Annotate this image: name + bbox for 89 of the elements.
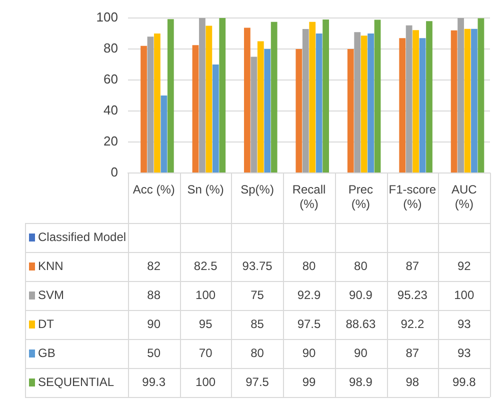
bar (316, 34, 322, 172)
legend-label: DT (38, 316, 55, 331)
bar (406, 25, 412, 172)
bar (154, 34, 160, 172)
x-tick-label: AUC (%) (451, 182, 478, 211)
data-label: 70 (198, 346, 213, 360)
bar (212, 64, 219, 172)
data-label: 93 (457, 316, 472, 331)
data-label: 90.9 (349, 288, 373, 302)
bar (347, 49, 354, 172)
bar (360, 36, 368, 172)
bar (192, 45, 199, 172)
data-label: 100 (196, 374, 216, 389)
bar (270, 22, 278, 172)
data-label: 95.23 (397, 288, 428, 302)
bar (206, 26, 212, 172)
bar (199, 18, 206, 172)
data-label: 92 (457, 258, 472, 273)
bar (374, 20, 381, 172)
data-label: 80 (354, 258, 368, 273)
bar (147, 36, 154, 172)
bar (471, 28, 478, 172)
bar (257, 41, 264, 172)
bar (250, 56, 258, 172)
data-label: 82 (147, 258, 161, 273)
data-label: 85 (250, 316, 264, 331)
bar (302, 29, 309, 172)
bar (354, 32, 361, 172)
bar (464, 28, 471, 172)
data-label: 80 (250, 346, 264, 360)
x-tick-label: F1-score (%) (388, 182, 436, 211)
data-label: 90 (147, 316, 161, 331)
legend-label: SEQUENTIAL (38, 374, 114, 389)
x-tick-label: Recall (%) (292, 182, 326, 211)
bar (478, 18, 484, 172)
data-label: 99 (302, 374, 316, 389)
bar (167, 19, 174, 172)
bar (219, 18, 226, 172)
bar (412, 30, 419, 172)
data-label: 95 (198, 316, 213, 331)
data-label: 100 (196, 288, 216, 302)
bar (419, 38, 426, 172)
y-tick-label: 40 (104, 102, 118, 118)
x-tick-label: Acc (%) (132, 182, 175, 197)
bar (160, 96, 168, 172)
data-label: 98.9 (349, 374, 373, 389)
data-label: 98 (406, 374, 420, 389)
bar (458, 18, 464, 172)
y-tick-label: 60 (104, 72, 118, 87)
data-label: 80 (302, 258, 316, 273)
x-tick-label: Sp(%) (240, 182, 274, 197)
data-label: 90 (354, 346, 368, 360)
legend-label: KNN (38, 258, 64, 273)
data-label: 92.2 (400, 316, 424, 331)
bar (296, 49, 302, 172)
y-tick-label: 0 (110, 164, 118, 180)
data-label: 97.5 (246, 374, 270, 389)
data-label: 97.5 (297, 316, 321, 331)
data-label: 93.75 (242, 258, 273, 273)
data-label: 92.9 (297, 288, 321, 302)
bar (322, 20, 329, 172)
x-tick-label: Sn (%) (187, 182, 224, 197)
bar (368, 34, 374, 172)
x-tick-label: Prec (%) (348, 182, 374, 211)
legend-label: Classified Model (38, 230, 126, 244)
bar (140, 46, 147, 172)
bar (264, 49, 271, 172)
bar (244, 28, 250, 172)
y-tick-label: 20 (104, 134, 118, 149)
legend-label: GB (38, 346, 56, 360)
data-label: 93 (457, 346, 472, 360)
data-label: 100 (454, 288, 474, 302)
data-label: 87 (406, 346, 420, 360)
y-tick-label: 80 (104, 40, 118, 56)
bar (426, 21, 432, 172)
bar (399, 38, 406, 172)
data-label: 99.8 (452, 374, 476, 389)
data-label: 88.63 (346, 316, 376, 331)
legend-label: SVM (38, 288, 64, 302)
bar (450, 30, 458, 172)
y-tick-label: 100 (96, 10, 118, 25)
bar (309, 22, 316, 172)
data-label: 90 (302, 346, 316, 360)
data-label: 99.3 (142, 374, 166, 389)
data-label: 87 (406, 258, 420, 273)
data-label: 82.5 (194, 258, 218, 273)
data-label: 88 (147, 288, 161, 302)
data-label: 75 (250, 288, 264, 302)
data-label: 50 (147, 346, 161, 360)
